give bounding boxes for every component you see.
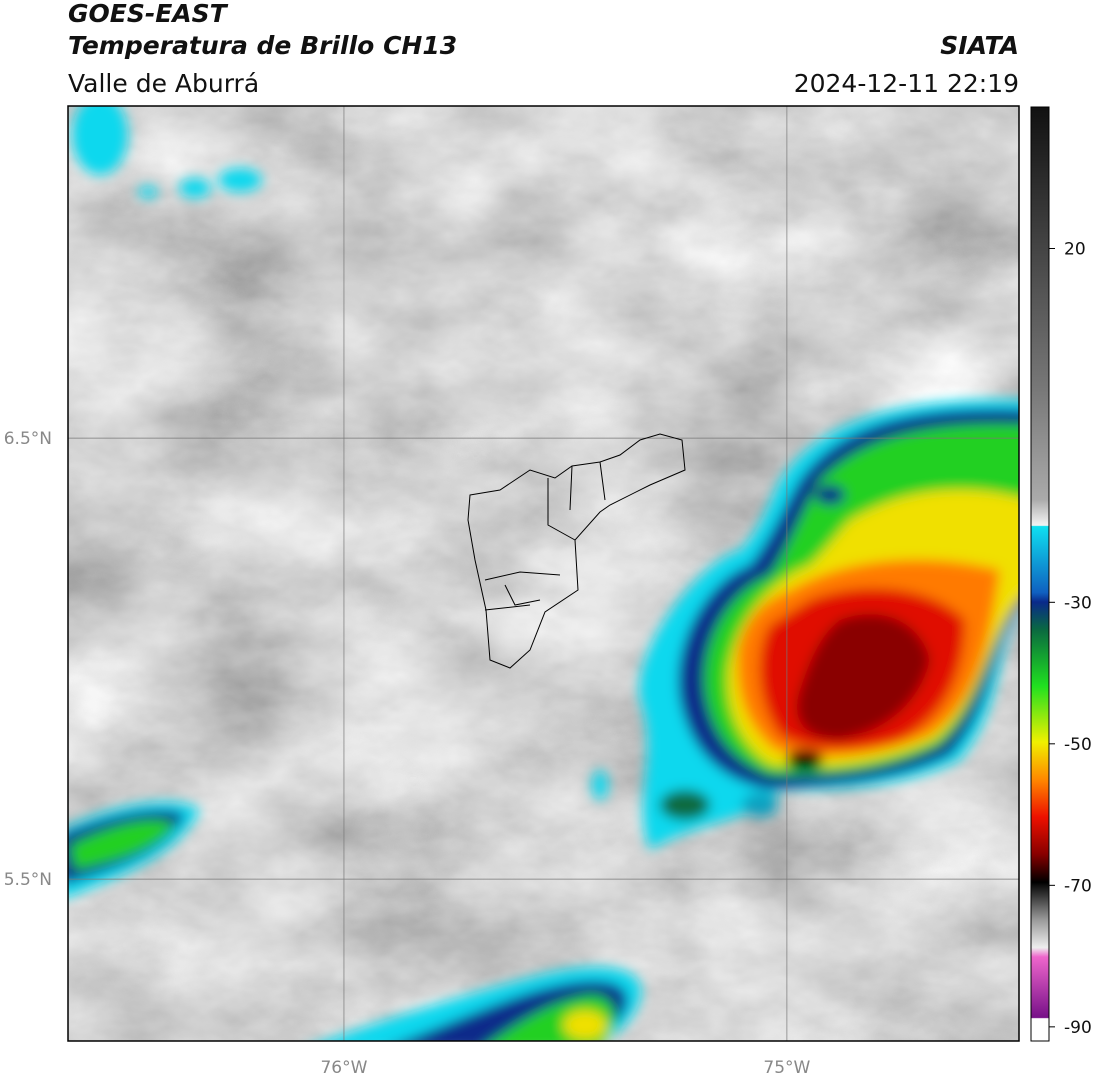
y-tick-label: 6.5°N: [4, 429, 52, 449]
colorbar-tick-label: -30: [1064, 593, 1092, 613]
colorbar-tick-label: -50: [1064, 735, 1092, 755]
satellite: GOES-EAST: [68, 0, 229, 28]
colorbar-tick-label: -90: [1064, 1018, 1092, 1038]
region: Valle de Aburrá: [68, 69, 259, 98]
product: Temperatura de Brillo CH13: [68, 31, 457, 60]
agency: SIATA: [940, 31, 1019, 60]
x-tick-label: 75°W: [763, 1058, 810, 1078]
datetime: 2024-12-11 22:19: [794, 69, 1019, 98]
y-tick-label: 5.5°N: [4, 870, 52, 890]
colorbar-tick-label: -70: [1064, 876, 1092, 896]
map-frame: [67, 105, 1020, 1042]
graticule: [68, 106, 1019, 1041]
colorbar-tick-label: 20: [1064, 240, 1086, 260]
valle-boundary: [467, 433, 686, 669]
imagery: [68, 106, 1019, 1041]
x-tick-label: 76°W: [320, 1058, 367, 1078]
colorbar: [1030, 106, 1050, 1042]
